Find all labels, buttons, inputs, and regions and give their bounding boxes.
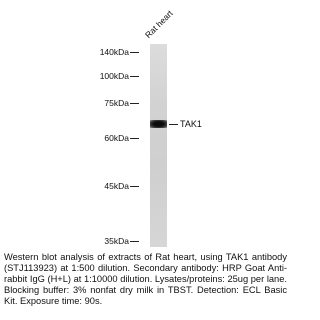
marker-label: 60kDa xyxy=(104,133,139,143)
marker-label: 35kDa xyxy=(104,236,139,246)
band-label: TAK1 xyxy=(180,119,202,129)
blot-band xyxy=(150,120,167,128)
caption: Western blot analysis of extracts of Rat… xyxy=(4,252,287,307)
band-pointer xyxy=(169,124,178,125)
marker-label: 100kDa xyxy=(100,71,139,81)
figure: Rat heart TAK1 140kDa 100kDa 75kDa 60kDa… xyxy=(0,0,291,320)
marker-label: 75kDa xyxy=(104,98,139,108)
marker-label: 140kDa xyxy=(100,47,139,57)
blot-strip xyxy=(150,44,167,247)
marker-label: 45kDa xyxy=(104,181,139,191)
lane-label: Rat heart xyxy=(143,8,175,40)
